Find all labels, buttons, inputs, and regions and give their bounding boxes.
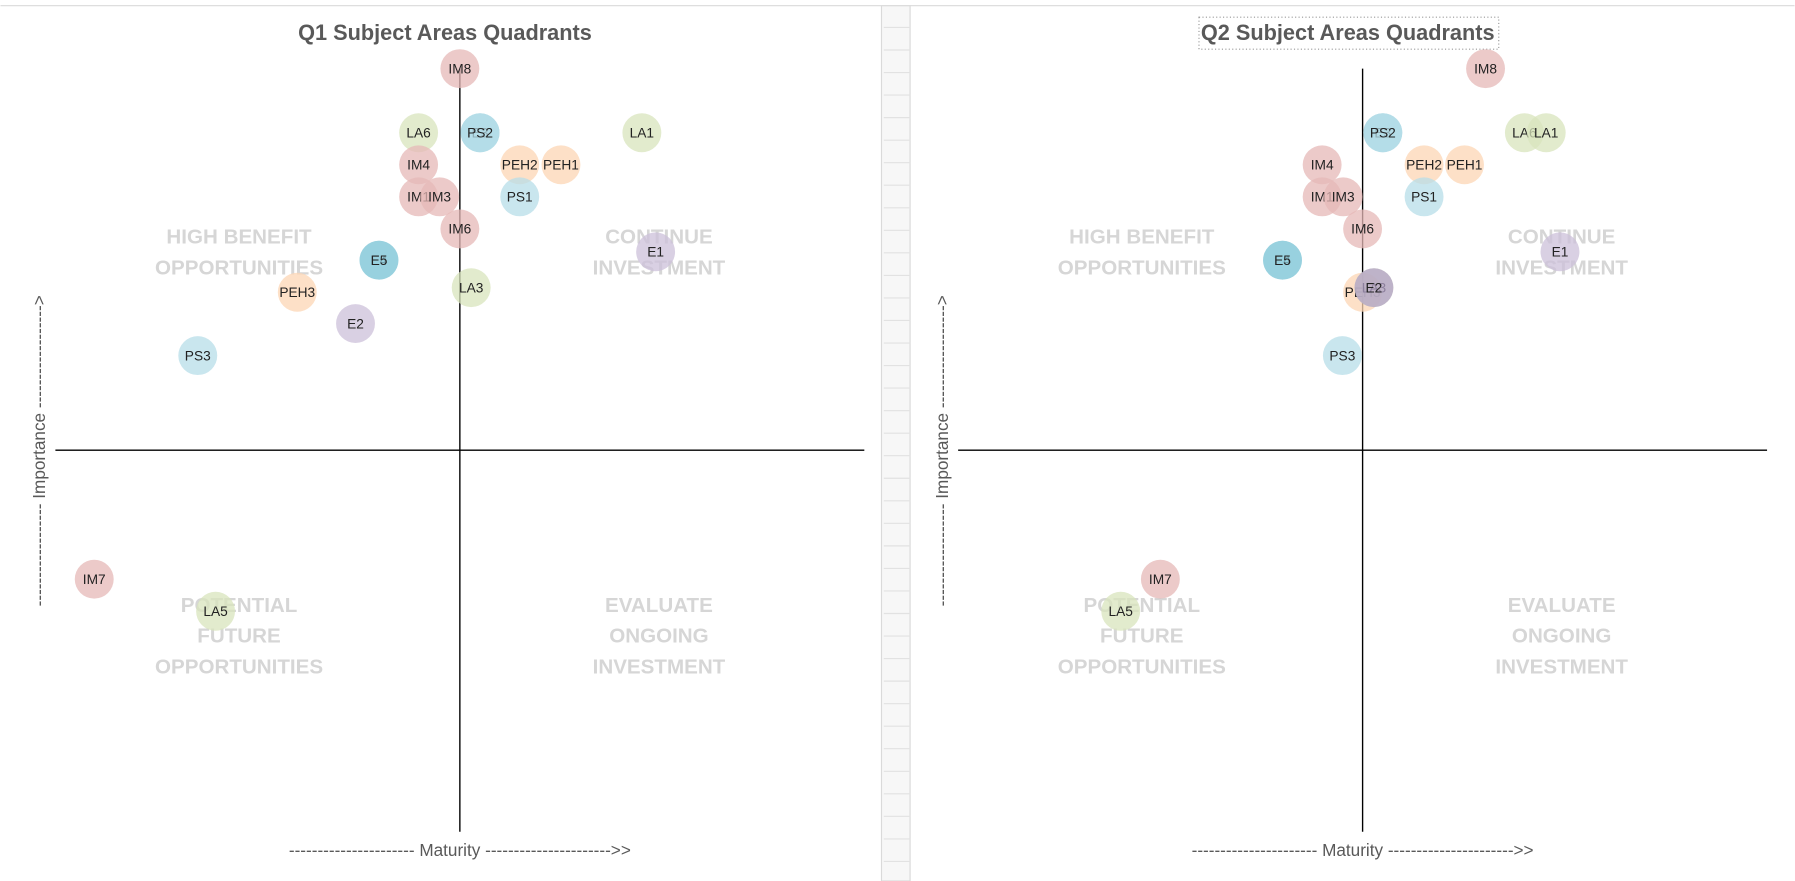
bubble <box>336 304 375 343</box>
bubble <box>196 591 236 631</box>
bubble <box>500 145 540 185</box>
quadrant-label: EVALUATE <box>1508 594 1616 617</box>
quadrant-label: ONGOING <box>1512 625 1611 648</box>
quadrant-label: POTENTIAL <box>1083 594 1200 617</box>
bubble <box>460 113 500 153</box>
bubble <box>1404 145 1444 185</box>
bubble <box>1101 591 1141 631</box>
point-label: LA5 <box>1109 604 1134 619</box>
y-axis-label: ------------------ Importance ----------… <box>932 295 952 606</box>
bubble <box>451 268 491 308</box>
quadrant-label: HIGH BENEFIT <box>166 225 312 248</box>
bubble <box>1302 145 1342 185</box>
quadrant-label: HIGH BENEFIT <box>1069 225 1215 248</box>
bubble <box>1323 177 1363 217</box>
bubble <box>1343 209 1383 249</box>
bubble <box>1140 559 1180 599</box>
bubble <box>1466 49 1506 89</box>
point-label: E2 <box>347 316 364 331</box>
point-label: IM3 <box>1332 190 1355 205</box>
bubble <box>500 177 540 217</box>
bubble <box>1540 232 1580 272</box>
bubble <box>399 113 439 153</box>
bubble <box>399 145 439 185</box>
point-label: IM8 <box>448 61 471 76</box>
bubble <box>440 209 480 249</box>
x-axis-label: ---------------------- Maturity --------… <box>1192 840 1534 860</box>
x-axis-label: ---------------------- Maturity --------… <box>289 840 631 860</box>
point-label: PS3 <box>1329 348 1355 363</box>
quadrant-label: INVESTMENT <box>593 656 726 679</box>
quadrant-label: OPPORTUNITIES <box>155 656 323 679</box>
point-label: IM3 <box>428 190 451 205</box>
quadrant-label: INVESTMENT <box>1495 656 1628 679</box>
quadrant-label: OPPORTUNITIES <box>1058 656 1226 679</box>
bubble <box>1526 113 1566 153</box>
bubble <box>359 240 399 280</box>
point-label: PS1 <box>1411 190 1437 205</box>
bubble <box>1445 145 1484 185</box>
point-label: IM6 <box>448 222 471 237</box>
point-label: PEH3 <box>279 285 315 300</box>
point-label: LA1 <box>1534 126 1558 141</box>
point-label: PS3 <box>185 348 211 363</box>
point-label: E1 <box>1552 245 1569 260</box>
bubble <box>420 177 460 217</box>
quadrant-label: OPPORTUNITIES <box>155 256 323 279</box>
point-label: LA1 <box>630 126 654 141</box>
point-label: IM4 <box>407 158 430 173</box>
bubble <box>1322 336 1362 376</box>
point-label: IM6 <box>1351 222 1374 237</box>
point-label: PEH2 <box>1406 158 1442 173</box>
point-label: LA5 <box>203 604 228 619</box>
point-label: PS2 <box>467 126 493 141</box>
bubble <box>636 232 676 272</box>
bubble <box>440 49 480 89</box>
quadrant-label: OPPORTUNITIES <box>1058 256 1226 279</box>
point-label: E5 <box>371 253 388 268</box>
bubble <box>74 559 114 599</box>
point-label: E2 <box>1366 280 1383 295</box>
y-axis-label: ------------------ Importance ----------… <box>29 295 49 606</box>
chart-title: Q2 Subject Areas Quadrants <box>1201 20 1495 45</box>
point-label: PEH2 <box>502 158 538 173</box>
chart: Q2 Subject Areas Quadrants HIGH BENEFIT OP… <box>932 16 1768 860</box>
selection-box <box>1198 16 1500 50</box>
bubble <box>178 336 218 376</box>
point-label: PEH1 <box>1447 158 1483 173</box>
bubble <box>541 145 581 185</box>
bubble <box>622 113 662 153</box>
cell-column <box>880 5 911 881</box>
point-label: IM7 <box>1149 572 1172 587</box>
chart: Q1 Subject Areas Quadrants HIGH BENEFIT OP… <box>29 20 865 860</box>
bubble <box>1363 113 1403 153</box>
point-label: PEH1 <box>543 158 579 173</box>
point-label: E5 <box>1274 253 1291 268</box>
bubble <box>277 272 317 312</box>
bubble <box>1263 240 1302 280</box>
point-label: LA6 <box>406 126 431 141</box>
quadrant-label: ONGOING <box>609 625 708 648</box>
point-label: IM4 <box>1311 158 1334 173</box>
chart-title: Q1 Subject Areas Quadrants <box>298 20 592 45</box>
cell-lines <box>883 26 911 863</box>
bubble <box>1354 268 1394 308</box>
point-label: PS2 <box>1370 126 1396 141</box>
point-label: IM8 <box>1474 61 1497 76</box>
quadrant-label: EVALUATE <box>605 594 713 617</box>
bubble <box>1404 177 1444 217</box>
point-label: PS1 <box>507 190 533 205</box>
point-label: IM7 <box>83 572 106 587</box>
point-label: LA3 <box>459 280 484 295</box>
point-label: E1 <box>647 245 664 260</box>
